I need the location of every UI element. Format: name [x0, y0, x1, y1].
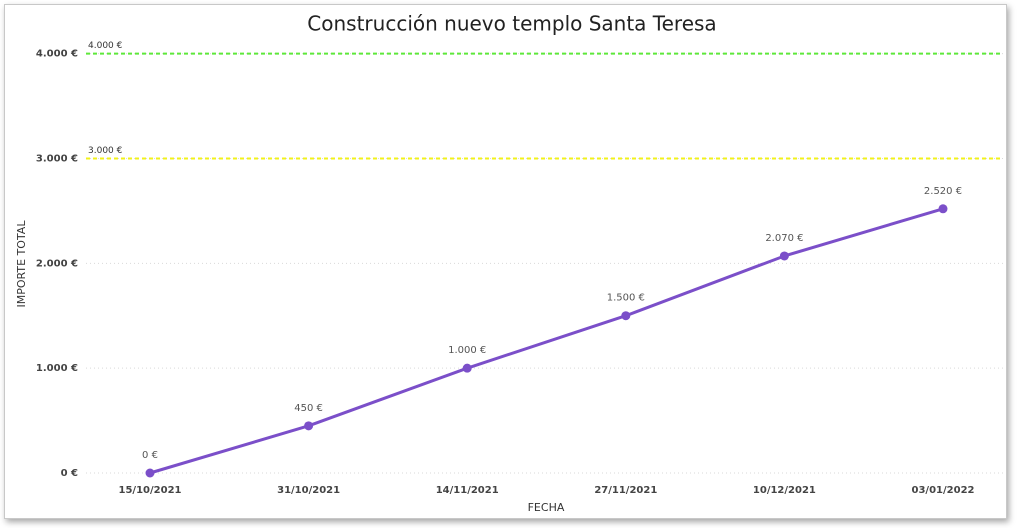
data-label: 0 € [142, 450, 158, 461]
reference-label: 3.000 € [88, 146, 123, 156]
x-tick-label: 31/10/2021 [277, 485, 340, 496]
data-point [621, 311, 631, 321]
x-tick-label: 03/01/2022 [912, 485, 975, 496]
data-point [938, 204, 948, 214]
y-axis-title: IMPORTE TOTAL [15, 220, 28, 308]
y-tick-label: 3.000 € [36, 153, 78, 164]
x-tick-label: 27/11/2021 [594, 485, 657, 496]
y-tick-label: 0 € [61, 468, 78, 479]
data-point [462, 363, 472, 373]
data-label: 2.070 € [765, 233, 803, 244]
data-point [145, 468, 155, 478]
x-tick-label: 15/10/2021 [119, 485, 182, 496]
visual-card [4, 4, 1007, 519]
x-tick-label: 10/12/2021 [753, 485, 816, 496]
x-tick-label: 14/11/2021 [436, 485, 499, 496]
y-tick-label: 2.000 € [36, 258, 78, 269]
data-point [779, 251, 789, 261]
data-label: 2.520 € [924, 186, 962, 197]
data-label: 1.500 € [607, 293, 645, 304]
x-axis-title: FECHA [528, 501, 565, 514]
y-tick-label: 1.000 € [36, 363, 78, 374]
data-point [304, 421, 314, 431]
series-line [149, 207, 944, 475]
y-tick-label: 4.000 € [36, 49, 78, 60]
chart-title: Construcción nuevo templo Santa Teresa [307, 12, 716, 36]
reference-label: 4.000 € [88, 41, 123, 51]
data-label: 450 € [294, 403, 323, 414]
data-label: 1.000 € [448, 345, 486, 356]
